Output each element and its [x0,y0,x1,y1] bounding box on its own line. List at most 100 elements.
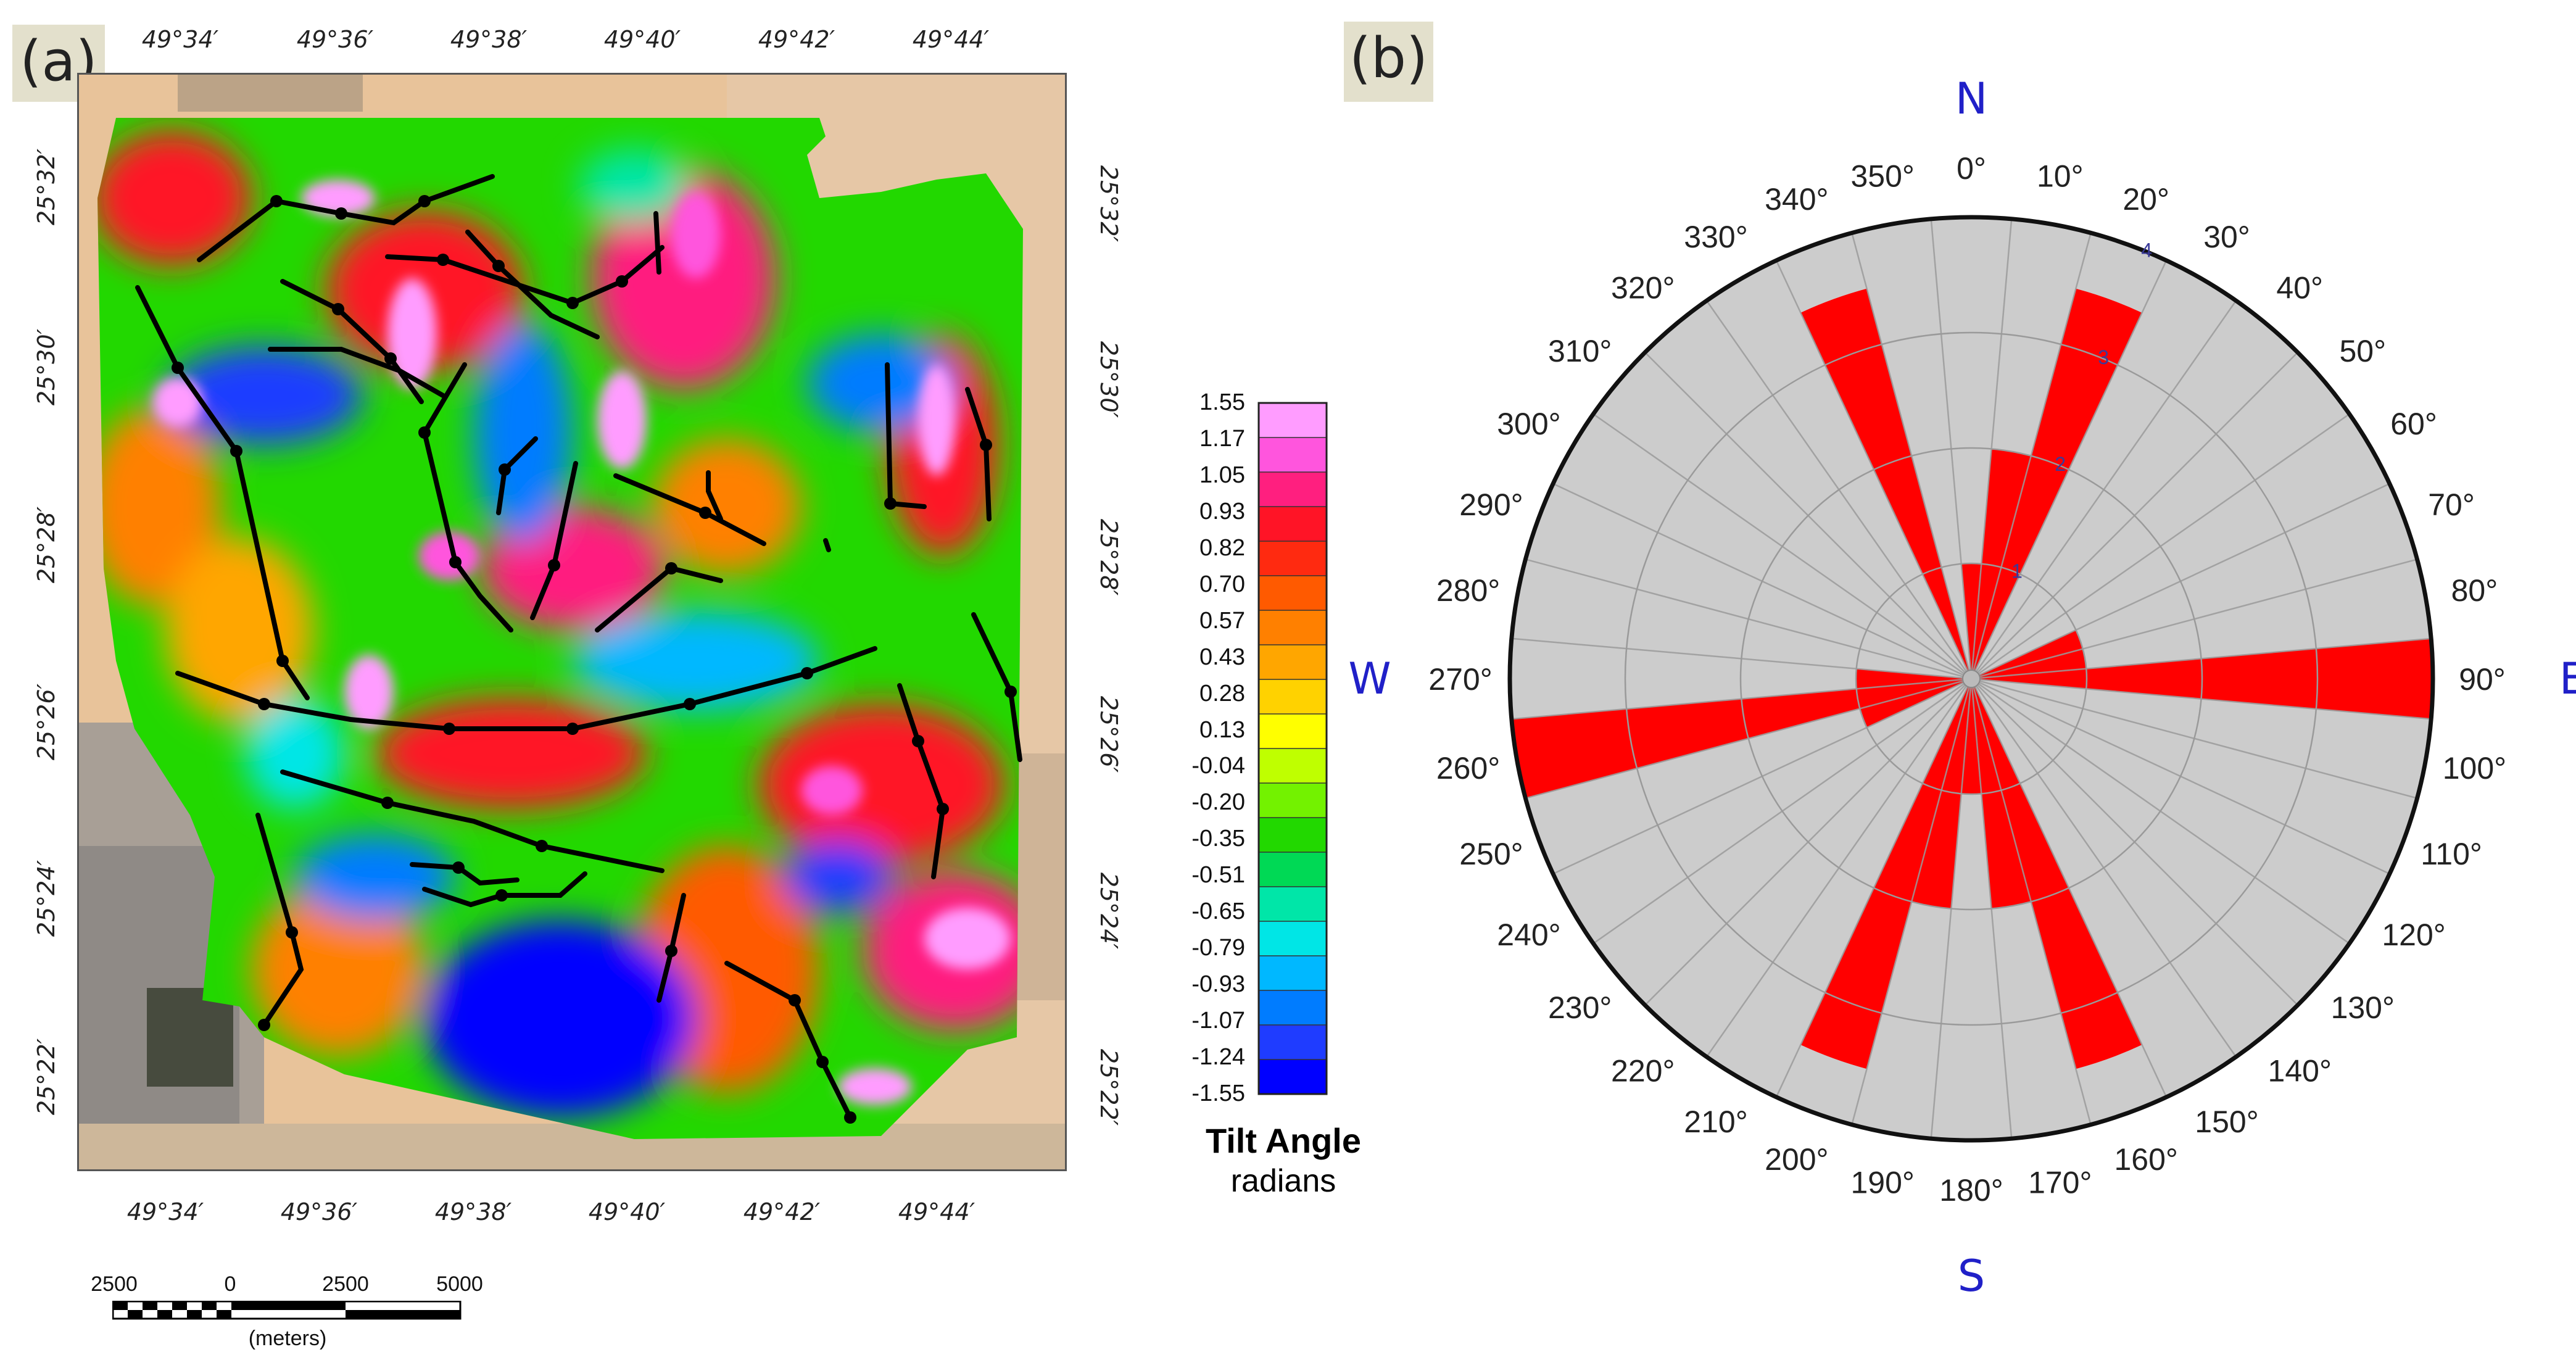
colorbar-unit: radians [1230,1163,1336,1199]
colorbar-segment [1259,1025,1327,1060]
colorbar-segment [1259,507,1327,542]
colorbar-tick-label: -0.35 [1191,826,1245,852]
colorbar-tick-label: -0.79 [1191,935,1245,961]
scale-label: 2500 [322,1272,369,1296]
colorbar-tick-label: -0.20 [1191,789,1245,816]
colorbar-segment [1259,610,1327,645]
colorbar-segment [1259,714,1327,749]
rose-angle-label: 150° [2195,1105,2258,1139]
rose-ring [1739,447,2203,911]
rose-angle-label: 250° [1459,837,1523,871]
rose-angle-label: 170° [2028,1165,2092,1200]
colorbar-segment [1259,852,1327,887]
rose-petal [1856,668,1971,689]
lat-tick: 25°30′ [33,328,60,406]
colorbar-tick-label: 0.43 [1199,644,1245,670]
colorbar-tick-label: -0.93 [1191,971,1245,998]
lat-tick: 25°28′ [33,506,60,584]
rose-petal [1961,563,1982,679]
scale-label: 5000 [436,1272,483,1296]
colorbar-segment [1259,403,1327,438]
rose-angle-label: 120° [2382,918,2445,952]
colorbar-tick-label: 0.13 [1199,716,1245,743]
rose-radial-label: 1 [2011,560,2023,583]
rose-radial-label: 2 [2055,453,2066,475]
rose-angle-label: 290° [1459,487,1523,522]
lat-tick: 25°22′ [1095,1048,1122,1126]
panel-a-label: (a) [12,25,105,102]
colorbar-segment [1259,679,1327,715]
rose-radial-label: 3 [2098,346,2109,368]
rose-angle-label: 280° [1436,573,1500,608]
rose-angle-label: 0° [1957,151,1986,186]
lon-tick: 49°44′ [898,1198,975,1225]
colorbar-segment [1259,783,1327,818]
lon-tick: 49°38′ [434,1198,512,1225]
rose-petal [1800,679,1971,1069]
lat-tick: 25°26′ [1095,695,1122,773]
lat-tick: 25°32′ [1095,165,1122,243]
colorbar-title: Tilt Angle [1206,1121,1361,1160]
rose-petal [1971,679,2142,1069]
lon-tick: 49°36′ [296,26,374,53]
lon-tick: 49°34′ [141,26,219,53]
rose-angle-label: 70° [2428,487,2475,522]
lat-tick: 25°24′ [1095,872,1122,950]
lat-tick: 25°24′ [33,860,60,937]
colorbar-segment [1259,645,1327,680]
rose-angle-label: 270° [1428,662,1492,697]
lat-tick: 25°32′ [33,148,60,226]
rose-angle-label: 200° [1765,1142,1828,1177]
rose-angle-label: 210° [1684,1105,1747,1139]
rose-petal [1800,288,1971,679]
colorbar-tick-label: -0.65 [1191,898,1245,925]
rose-center [1962,670,1981,688]
colorbar-segment [1259,1059,1327,1095]
colorbar-segment [1259,437,1327,473]
lineament-nodes [172,195,1017,1124]
colorbar-tick-label: 0.70 [1199,571,1245,597]
rose-angle-label: 140° [2268,1053,2332,1088]
lat-tick: 25°26′ [33,683,60,761]
rose-angle-label: 320° [1611,271,1675,305]
rose-angle-label: 130° [2331,990,2395,1025]
colorbar-tick-label: 0.82 [1199,534,1245,561]
rose-petal [1961,679,1982,794]
scale-bar-graphic [112,1301,462,1320]
rose-angle-label: 190° [1851,1165,1915,1200]
colorbar-segment [1259,748,1327,784]
colorbar-tick-label: -0.51 [1191,862,1245,889]
scale-unit: (meters) [248,1327,327,1350]
scale-label: 2500 [91,1272,138,1296]
rose-petal [1971,288,2142,679]
lon-tick: 49°40′ [603,26,681,53]
rose-angle-label: 330° [1684,220,1747,254]
panel-b-label: (b) [1344,22,1433,102]
tilt-angle-map [77,73,1067,1171]
rose-angle-label: 50° [2339,334,2386,368]
rose-angle-label: 260° [1436,751,1500,786]
colorbar-segment [1259,887,1327,922]
rose-angle-label: 220° [1611,1053,1675,1088]
colorbar-segment [1259,541,1327,576]
lon-tick: 49°40′ [588,1198,666,1225]
lon-tick: 49°36′ [280,1198,358,1225]
scale-label: 0 [224,1272,236,1296]
lon-tick: 49°42′ [743,1198,821,1225]
colorbar-tick-label: 1.17 [1199,425,1245,452]
colorbar-segment [1259,818,1327,853]
rose-angle-label: 100° [2443,751,2506,786]
cardinal-e: E [2559,653,2576,704]
rose-ring [1624,331,2319,1026]
colorbar-tick-label: -1.55 [1191,1080,1245,1106]
rose-outer-ring [1507,215,2435,1143]
rose-angle-label: 240° [1497,918,1560,952]
rose-petal [1511,679,1971,798]
colorbar-frame [1257,402,1328,1095]
colorbar-segment [1259,990,1327,1026]
cardinal-w: W [1348,653,1391,704]
colorbar-segment [1259,472,1327,507]
lat-tick: 25°30′ [1095,341,1122,418]
rose-angle-label: 160° [2114,1142,2177,1177]
